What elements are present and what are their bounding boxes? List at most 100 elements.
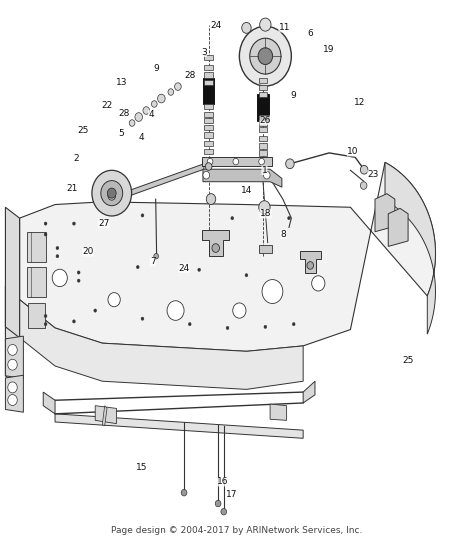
FancyBboxPatch shape — [204, 104, 213, 110]
Polygon shape — [114, 164, 204, 201]
Text: 24: 24 — [210, 21, 221, 29]
Circle shape — [221, 508, 227, 515]
Polygon shape — [5, 376, 23, 412]
Circle shape — [215, 500, 221, 507]
Circle shape — [242, 22, 251, 33]
FancyBboxPatch shape — [259, 136, 267, 141]
Text: 11: 11 — [279, 23, 290, 32]
Text: 8: 8 — [281, 230, 286, 239]
Circle shape — [168, 89, 173, 95]
Circle shape — [206, 193, 216, 204]
FancyBboxPatch shape — [204, 125, 213, 130]
Circle shape — [135, 113, 143, 122]
Circle shape — [207, 159, 213, 165]
Polygon shape — [55, 414, 303, 438]
Circle shape — [259, 159, 264, 165]
Circle shape — [157, 94, 165, 103]
Circle shape — [174, 83, 181, 90]
Text: 6: 6 — [307, 29, 313, 38]
Circle shape — [260, 18, 271, 31]
Circle shape — [73, 320, 75, 323]
Circle shape — [44, 233, 47, 236]
Text: ARI: ARI — [130, 208, 344, 315]
Text: 9: 9 — [154, 64, 160, 73]
Circle shape — [181, 489, 187, 496]
FancyBboxPatch shape — [204, 118, 213, 123]
Text: 25: 25 — [78, 125, 89, 135]
Circle shape — [101, 180, 123, 205]
FancyBboxPatch shape — [204, 55, 213, 60]
Circle shape — [360, 166, 368, 174]
Circle shape — [360, 181, 367, 189]
Circle shape — [56, 246, 59, 250]
FancyBboxPatch shape — [27, 267, 46, 297]
Polygon shape — [19, 300, 303, 389]
Circle shape — [77, 271, 80, 274]
Polygon shape — [388, 208, 408, 246]
Circle shape — [307, 262, 314, 269]
Text: 28: 28 — [118, 108, 129, 118]
FancyBboxPatch shape — [27, 232, 46, 262]
Circle shape — [44, 323, 47, 326]
Circle shape — [137, 265, 139, 269]
Text: 18: 18 — [260, 209, 271, 219]
FancyBboxPatch shape — [204, 80, 213, 85]
Polygon shape — [102, 405, 107, 426]
Text: 9: 9 — [291, 92, 297, 100]
FancyBboxPatch shape — [204, 149, 213, 154]
Circle shape — [73, 222, 75, 225]
Circle shape — [231, 216, 234, 220]
Polygon shape — [202, 230, 229, 256]
Polygon shape — [201, 157, 272, 166]
Circle shape — [141, 317, 144, 320]
Circle shape — [8, 382, 17, 393]
Circle shape — [108, 293, 120, 307]
FancyBboxPatch shape — [259, 150, 267, 156]
Circle shape — [212, 244, 219, 252]
Circle shape — [44, 314, 47, 318]
Circle shape — [154, 253, 158, 259]
Text: 10: 10 — [347, 147, 358, 156]
Text: 24: 24 — [178, 264, 190, 272]
Circle shape — [203, 171, 210, 179]
Text: 22: 22 — [101, 101, 113, 110]
Text: 15: 15 — [136, 463, 147, 471]
Text: 13: 13 — [116, 78, 127, 87]
Text: 26: 26 — [260, 116, 271, 125]
Circle shape — [264, 325, 267, 329]
Text: 3: 3 — [201, 48, 207, 57]
Text: 23: 23 — [367, 170, 379, 179]
Circle shape — [141, 214, 144, 217]
Circle shape — [258, 48, 273, 64]
Polygon shape — [95, 405, 117, 423]
Circle shape — [292, 323, 295, 326]
Text: 12: 12 — [354, 99, 365, 107]
Text: 2: 2 — [73, 154, 79, 163]
Polygon shape — [203, 169, 282, 187]
FancyBboxPatch shape — [257, 94, 269, 122]
Text: 20: 20 — [82, 247, 94, 256]
Circle shape — [108, 188, 116, 198]
Circle shape — [239, 26, 292, 86]
Circle shape — [52, 269, 67, 287]
Text: 5: 5 — [118, 129, 124, 138]
Polygon shape — [5, 286, 19, 386]
FancyBboxPatch shape — [259, 143, 267, 149]
Circle shape — [92, 170, 132, 216]
Polygon shape — [385, 162, 436, 334]
Circle shape — [288, 216, 291, 220]
Circle shape — [245, 274, 248, 277]
Polygon shape — [259, 245, 273, 253]
Text: 21: 21 — [66, 184, 77, 193]
Circle shape — [259, 201, 270, 214]
FancyBboxPatch shape — [259, 92, 267, 98]
Circle shape — [108, 191, 116, 200]
FancyBboxPatch shape — [259, 85, 267, 90]
FancyBboxPatch shape — [259, 78, 267, 83]
Circle shape — [94, 309, 97, 312]
Circle shape — [286, 159, 294, 168]
Polygon shape — [5, 336, 23, 379]
Polygon shape — [43, 392, 55, 414]
Polygon shape — [375, 193, 395, 232]
Text: 25: 25 — [402, 356, 414, 365]
